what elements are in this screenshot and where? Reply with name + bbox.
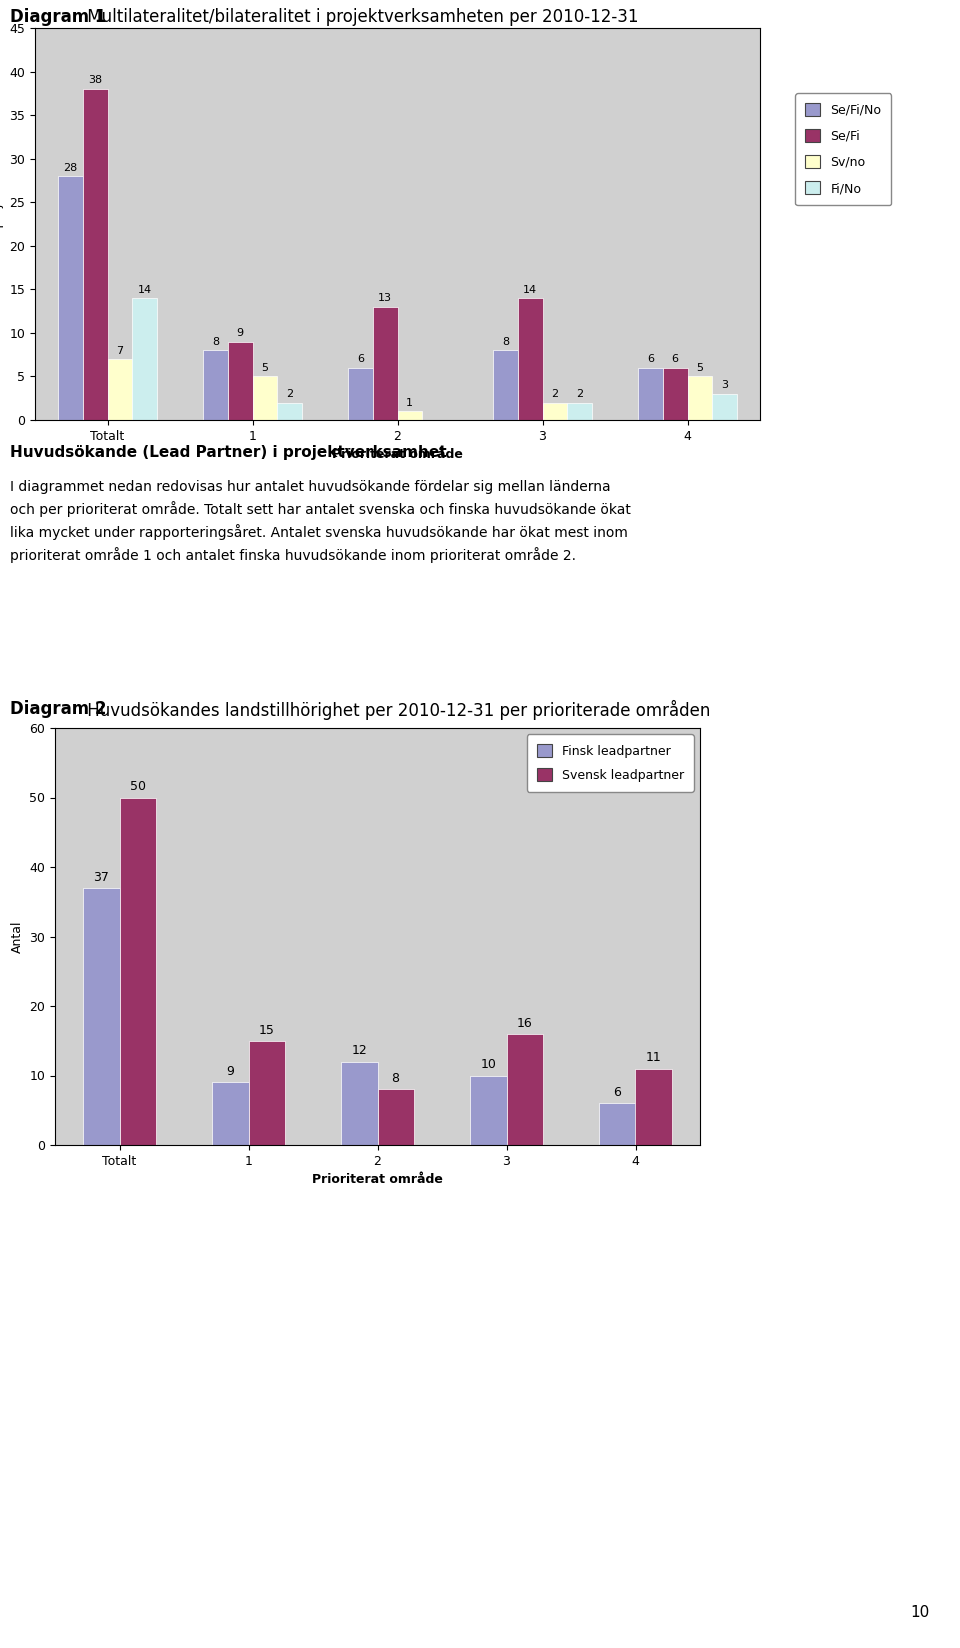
X-axis label: Prioriterat område: Prioriterat område	[332, 448, 463, 461]
Text: 8: 8	[212, 336, 219, 346]
Text: 6: 6	[647, 354, 654, 364]
Bar	[638, 368, 662, 420]
Bar	[228, 341, 252, 420]
Text: 12: 12	[351, 1045, 368, 1058]
Bar	[599, 1103, 636, 1145]
Text: 16: 16	[516, 1017, 533, 1030]
Bar	[372, 307, 397, 420]
Text: 38: 38	[88, 76, 102, 86]
X-axis label: Prioriterat område: Prioriterat område	[312, 1173, 443, 1187]
Text: Huvudsökandes landstillhörighet per 2010-12-31 per prioriterade områden: Huvudsökandes landstillhörighet per 2010…	[82, 700, 710, 720]
Bar	[662, 368, 687, 420]
Text: 50: 50	[130, 781, 146, 793]
Text: 8: 8	[502, 336, 509, 346]
Y-axis label: Antal projekt: Antal projekt	[0, 185, 4, 264]
Text: 11: 11	[646, 1051, 661, 1065]
Text: Multilateralitet/bilateralitet i projektverksamheten per 2010-12-31: Multilateralitet/bilateralitet i projekt…	[82, 8, 638, 26]
Bar	[204, 351, 228, 420]
Legend: Finsk leadpartner, Svensk leadpartner: Finsk leadpartner, Svensk leadpartner	[527, 735, 694, 791]
Text: 9: 9	[236, 328, 244, 338]
Text: Diagram 1: Diagram 1	[10, 8, 107, 26]
Text: 5: 5	[261, 363, 269, 372]
Text: 2: 2	[286, 389, 293, 399]
Bar	[342, 1061, 377, 1145]
Text: 2: 2	[576, 389, 583, 399]
Bar	[507, 1033, 542, 1145]
Text: 2: 2	[551, 389, 559, 399]
Bar	[517, 298, 542, 420]
Y-axis label: Antal: Antal	[11, 920, 24, 953]
Bar	[83, 89, 108, 420]
Text: 28: 28	[63, 163, 78, 173]
Text: 7: 7	[116, 346, 124, 356]
Text: 6: 6	[672, 354, 679, 364]
Text: 9: 9	[227, 1065, 234, 1078]
Bar	[59, 176, 83, 420]
Text: Huvudsökande (Lead Partner) i projektverksamhet: Huvudsökande (Lead Partner) i projektver…	[10, 445, 446, 460]
Bar	[84, 888, 119, 1145]
Text: 10: 10	[481, 1058, 496, 1071]
Text: 10: 10	[911, 1605, 930, 1620]
Bar	[252, 376, 277, 420]
Bar	[687, 376, 712, 420]
Bar	[397, 412, 422, 420]
Text: 3: 3	[721, 381, 728, 391]
Bar	[277, 402, 301, 420]
Bar	[377, 1089, 414, 1145]
Bar	[712, 394, 737, 420]
Text: 8: 8	[392, 1073, 399, 1086]
Bar	[636, 1068, 672, 1145]
Text: 5: 5	[696, 363, 704, 372]
Text: 15: 15	[258, 1023, 275, 1037]
Text: I diagrammet nedan redovisas hur antalet huvudsökande fördelar sig mellan länder: I diagrammet nedan redovisas hur antalet…	[10, 480, 631, 564]
Text: 1: 1	[406, 397, 414, 407]
Bar	[249, 1042, 284, 1145]
Text: Diagram 2: Diagram 2	[10, 700, 107, 719]
Legend: Se/Fi/No, Se/Fi, Sv/no, Fi/No: Se/Fi/No, Se/Fi, Sv/no, Fi/No	[795, 92, 891, 204]
Bar	[567, 402, 591, 420]
Text: 37: 37	[93, 870, 109, 883]
Bar	[348, 368, 372, 420]
Text: 6: 6	[613, 1086, 621, 1099]
Bar	[542, 402, 567, 420]
Bar	[108, 359, 132, 420]
Text: 13: 13	[378, 293, 393, 303]
Bar	[212, 1083, 249, 1145]
Bar	[470, 1076, 507, 1145]
Bar	[493, 351, 517, 420]
Text: 14: 14	[523, 285, 538, 295]
Bar	[132, 298, 156, 420]
Text: 6: 6	[357, 354, 364, 364]
Bar	[119, 798, 156, 1145]
Text: 14: 14	[137, 285, 152, 295]
